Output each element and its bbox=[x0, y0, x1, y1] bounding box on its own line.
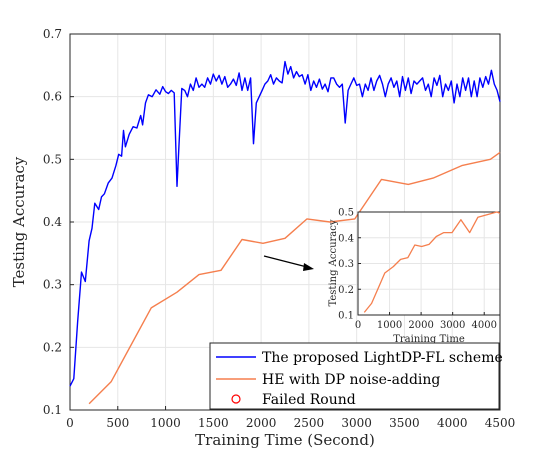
y-tick-label: 0.1 bbox=[43, 403, 62, 417]
inset-y-tick-label: 0.4 bbox=[338, 233, 354, 244]
y-tick-label: 0.6 bbox=[43, 90, 62, 104]
inset-y-tick-label: 0.1 bbox=[338, 311, 354, 322]
legend-box bbox=[209, 342, 500, 410]
inset-y-tick-label: 0.5 bbox=[338, 208, 354, 219]
y-axis-label: Testing Accuracy bbox=[10, 156, 28, 287]
inset-x-tick-label: 2000 bbox=[408, 320, 433, 331]
inset-y-ticks: 0.1 0.2 0.3 0.4 0.5 bbox=[338, 208, 361, 322]
y-tick-label: 0.3 bbox=[43, 278, 62, 292]
x-tick-label: 2000 bbox=[246, 416, 277, 430]
inset-x-tick-label: 3000 bbox=[440, 320, 465, 331]
y-tick-label: 0.7 bbox=[43, 27, 62, 41]
legend-label-series-2: HE with DP noise-adding bbox=[262, 372, 440, 388]
x-tick-label: 1500 bbox=[198, 416, 229, 430]
legend-label-failed-round: Failed Round bbox=[262, 392, 356, 408]
series-line-2 bbox=[88, 151, 501, 405]
inset-x-axis-label: Training Time bbox=[393, 334, 465, 345]
y-tick-label: 0.4 bbox=[43, 215, 62, 229]
y-tick-label: 0.5 bbox=[43, 152, 62, 166]
inset-y-tick-label: 0.3 bbox=[338, 259, 354, 270]
x-tick-label: 4000 bbox=[437, 416, 468, 430]
inset-y-tick-label: 0.2 bbox=[338, 285, 354, 296]
inset-x-ticks: 0 1000 2000 3000 4000 bbox=[355, 312, 497, 331]
x-tick-label: 1000 bbox=[150, 416, 181, 430]
x-tick-label: 3500 bbox=[389, 416, 420, 430]
inset-pointer-arrow bbox=[263, 255, 314, 271]
main-series-lines bbox=[69, 60, 501, 405]
x-tick-label: 0 bbox=[66, 416, 74, 430]
x-tick-label: 500 bbox=[106, 416, 129, 430]
inset-x-tick-label: 1000 bbox=[377, 320, 402, 331]
main-y-ticks: 0.1 0.2 0.3 0.4 0.5 0.6 0.7 bbox=[43, 27, 74, 417]
inset-series-line bbox=[363, 211, 501, 313]
x-tick-label: 4500 bbox=[485, 416, 516, 430]
inset-x-tick-label: 4000 bbox=[471, 320, 496, 331]
inset-y-axis-label: Testing Accuracy bbox=[328, 219, 339, 306]
inset-series-line bbox=[363, 211, 501, 313]
y-tick-label: 0.2 bbox=[43, 340, 62, 354]
series-line-1 bbox=[69, 60, 501, 387]
legend: The proposed LightDP-FL scheme HE with D… bbox=[209, 342, 503, 410]
legend-label-series-1: The proposed LightDP-FL scheme bbox=[262, 350, 503, 366]
legend-marker-failed-round bbox=[231, 394, 241, 404]
main-x-ticks: 0 500 1000 1500 2000 2500 3000 3500 4000 4500 bbox=[66, 406, 515, 430]
x-tick-label: 3000 bbox=[341, 416, 372, 430]
x-axis-label: Training Time (Second) bbox=[195, 431, 375, 449]
inset-x-tick-label: 0 bbox=[355, 320, 361, 331]
x-tick-label: 2500 bbox=[294, 416, 325, 430]
